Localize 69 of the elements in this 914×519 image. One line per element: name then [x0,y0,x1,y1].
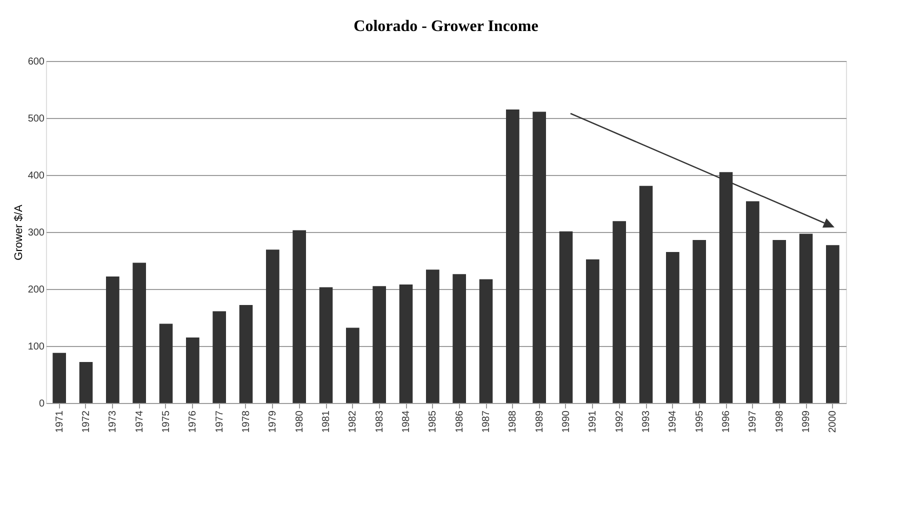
x-tick-label: 1976 [188,410,199,433]
x-tick-label: 1986 [454,410,466,433]
bar [692,240,706,403]
y-tick-label: 300 [28,228,45,238]
bar [292,230,306,403]
bar [799,234,813,403]
bar [106,276,120,403]
chart-title: Colorado - Grower Income [354,18,538,35]
x-tick-label: 1998 [774,410,786,433]
x-tick-label: 1973 [108,410,119,433]
y-tick-label: 0 [38,398,45,410]
bar [319,287,333,403]
bar [159,324,173,403]
x-tick-label: 1974 [134,410,146,433]
bar [212,311,226,403]
bar [666,252,680,403]
x-tick-label: 1990 [561,410,572,433]
x-tick-label: 1972 [81,410,92,433]
y-tick-label: 200 [28,284,45,296]
bar [532,112,546,403]
y-axis-title: Grower $/A [12,204,25,260]
y-tick-label: 500 [28,114,45,124]
y-tick-label: 600 [28,56,45,68]
x-tick-label: 1989 [534,410,546,433]
bar [52,352,66,403]
x-tick-label: 1981 [321,410,332,433]
x-tick-label: 1980 [294,410,306,433]
x-tick-label: 1992 [614,410,626,433]
x-tick-label: 1983 [374,410,386,433]
bar [746,201,760,403]
x-tick-label: 1994 [668,410,679,433]
x-tick-label: 1979 [268,410,279,433]
bar [772,240,786,403]
bar [266,250,280,403]
bar [639,186,653,403]
bar [372,286,386,403]
x-tick-label: 1977 [214,410,226,433]
x-tick-label: 2000 [828,410,839,433]
x-tick-label: 1995 [694,410,706,433]
x-tick-label: 1991 [588,410,599,433]
bar [452,274,466,403]
x-tick-label: 1971 [54,410,66,433]
bar [826,245,840,403]
bar [586,259,600,403]
x-tick-label: 1984 [401,410,412,433]
bar [479,279,493,403]
bar [506,109,520,403]
x-tick-label: 1982 [348,410,359,433]
bar [132,262,146,403]
bar [612,221,626,403]
bar [239,304,253,403]
bar [559,231,573,403]
bar [79,362,93,403]
bar [719,172,733,403]
x-tick-label: 1999 [801,410,812,433]
y-tick-label: 400 [28,170,45,182]
y-tick-label: 100 [28,342,45,352]
x-tick-label: 1975 [161,410,172,433]
bar [346,328,360,403]
x-tick-label: 1988 [508,410,519,433]
x-tick-label: 1993 [641,410,652,433]
x-tick-label: 1987 [481,410,492,433]
x-tick-label: 1996 [721,410,732,433]
x-tick-label: 1997 [748,410,759,433]
x-tick-label: 1978 [241,410,252,433]
bar [399,284,413,403]
bar [186,337,200,403]
x-tick-label: 1985 [428,410,439,433]
bar [426,270,440,403]
